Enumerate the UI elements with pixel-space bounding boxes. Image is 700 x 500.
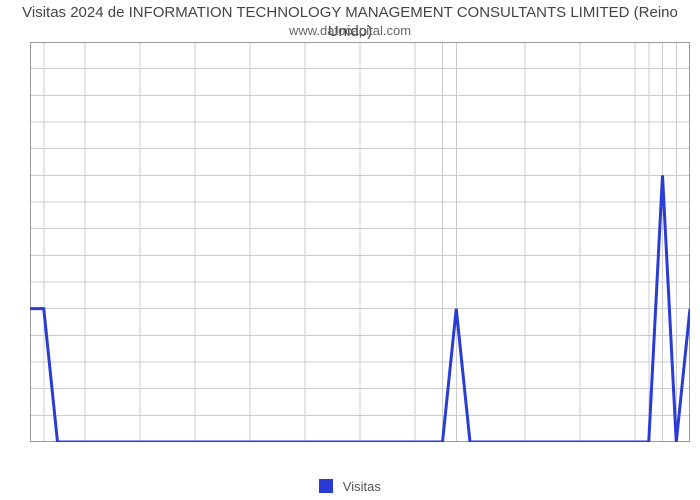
chart-svg: 012312125672021202220232024 (30, 42, 690, 442)
legend: Visitas (0, 479, 700, 494)
chart-subtitle: www.datocapital.com (0, 23, 700, 38)
chart-container: Visitas 2024 de INFORMATION TECHNOLOGY M… (0, 0, 700, 500)
legend-label: Visitas (343, 479, 381, 494)
legend-swatch (319, 479, 333, 493)
plot-area: 012312125672021202220232024 (30, 42, 690, 442)
